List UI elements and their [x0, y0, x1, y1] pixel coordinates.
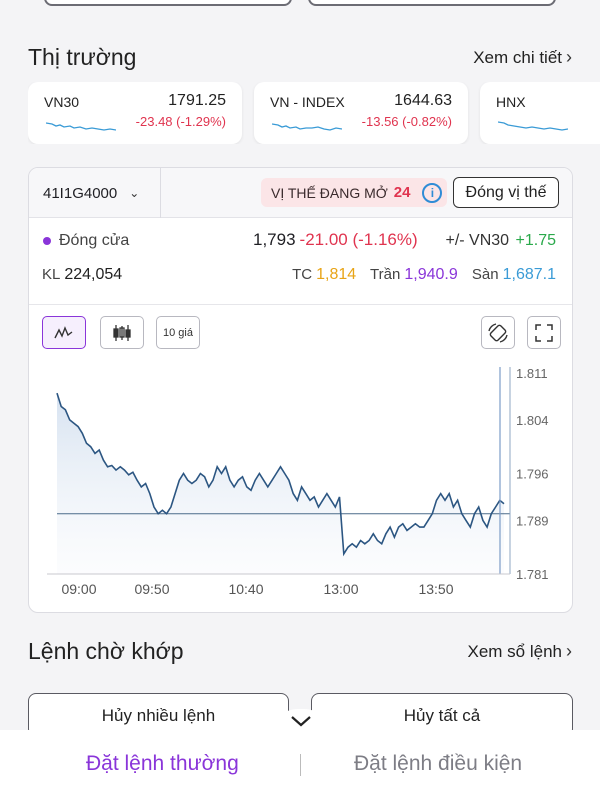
x-tick-label: 09:00 [61, 581, 96, 597]
x-tick-label: 09:50 [134, 581, 169, 597]
ref-label: TC [292, 266, 313, 283]
divider [29, 304, 572, 305]
fullscreen-icon[interactable] [527, 316, 561, 349]
cancel-many-button[interactable]: Hủy nhiều lệnh [28, 693, 289, 737]
order-book-link[interactable]: Xem sổ lệnh › [468, 641, 573, 662]
expand-icon [535, 323, 553, 342]
market-cards: VN30 1791.25 -23.48 (-1.29%) VN - INDEX … [28, 82, 600, 144]
y-tick-label: 1.804 [516, 413, 549, 428]
panel-header: 41I1G4000 ⌄ VỊ THẾ ĐANG MỞ 24 i Đóng vị … [29, 168, 572, 218]
ceiling-label: Trần [370, 266, 401, 283]
y-tick-label: 1.811 [516, 367, 548, 381]
contract-selector[interactable]: 41I1G4000 ⌄ [29, 168, 161, 218]
close-position-button[interactable]: Đóng vị thế [453, 177, 559, 208]
market-card-value: 1644.63 [394, 92, 452, 109]
price-limits: TC 1,814 Trần 1,940.9 Sàn 1,687.1 [292, 266, 556, 284]
ten-price-button[interactable]: 10 giá [156, 316, 200, 349]
market-card-name: VN30 [44, 94, 80, 110]
y-tick-label: 1.789 [516, 513, 549, 528]
quote-row: Đóng cửa 1,793 -21.00 (-1.16%) +/- VN30 +… [43, 230, 556, 256]
floor-price: 1,687.1 [502, 266, 556, 283]
pending-title: Lệnh chờ khớp [28, 638, 184, 664]
market-card-name: HNX [496, 94, 526, 110]
market-detail-label: Xem chi tiết [473, 47, 562, 67]
tab-divider [300, 754, 301, 776]
volume-label: KL [42, 266, 61, 283]
market-card-value: 1791.25 [168, 92, 226, 109]
top-action-buttons [44, 0, 556, 6]
close-label-text: Đóng cửa [59, 232, 130, 249]
market-card-change: -23.48 (-1.29%) [135, 114, 226, 129]
sparkline-icon [272, 123, 342, 131]
y-tick-label: 1.796 [516, 467, 549, 482]
rotate-screen-icon [488, 322, 508, 343]
info-icon[interactable]: i [422, 182, 443, 203]
market-header: Thị trường Xem chi tiết › [28, 44, 572, 71]
top-button-left[interactable] [44, 0, 292, 6]
sparkline-icon [46, 122, 116, 131]
chevron-down-icon: ⌄ [129, 186, 140, 200]
contract-code: 41I1G4000 [43, 184, 118, 202]
x-tick-label: 13:50 [418, 581, 453, 597]
ceiling-price: 1,940.9 [404, 266, 458, 283]
price-line [56, 392, 505, 557]
order-book-label: Xem sổ lệnh [467, 641, 563, 661]
chart-area-fill [57, 393, 504, 574]
market-card-vn30[interactable]: VN30 1791.25 -23.48 (-1.29%) [28, 82, 242, 144]
y-tick-label: 1.781 [516, 567, 549, 582]
top-button-right[interactable] [308, 0, 556, 6]
open-position-count: 24 [393, 184, 411, 201]
basis-label: +/- VN30 [445, 232, 510, 249]
market-card-change: -13.56 (-0.82%) [361, 114, 452, 129]
x-tick-label: 13:00 [323, 581, 358, 597]
order-tab-bar: Đặt lệnh thường Đặt lệnh điều kiện [0, 730, 600, 800]
market-card-vnindex[interactable]: VN - INDEX 1644.63 -13.56 (-0.82%) [254, 82, 468, 144]
basis-value: +/- VN30 +1.75 [445, 232, 556, 250]
floor-label: Sàn [471, 266, 499, 283]
market-title: Thị trường [28, 44, 137, 70]
dot-icon [43, 237, 51, 245]
stats-row: KL 224,054 TC 1,814 Trần 1,940.9 Sàn 1,687.1 [42, 264, 556, 288]
candlestick-icon [113, 324, 131, 341]
line-chart-icon [54, 325, 73, 338]
market-card-name: VN - INDEX [270, 94, 345, 110]
tab-conditional-order[interactable]: Đặt lệnh điều kiện [354, 752, 523, 775]
open-position-badge: VỊ THẾ ĐANG MỞ 24 i [261, 178, 447, 207]
last-price: 1,793 -21.00 (-1.16%) [253, 230, 418, 250]
candlestick-button[interactable] [100, 316, 144, 349]
rotate-icon[interactable] [481, 316, 515, 349]
price-change: -21.00 (-1.16%) [299, 230, 418, 249]
basis-number: +1.75 [515, 232, 556, 249]
chevron-down-icon [291, 716, 311, 727]
sparkline-icon [498, 121, 568, 131]
price-value: 1,793 [253, 230, 296, 249]
ref-price: 1,814 [316, 266, 357, 283]
market-detail-link[interactable]: Xem chi tiết › [473, 47, 572, 68]
volume-value: 224,054 [64, 266, 123, 283]
collapse-handle[interactable] [270, 709, 332, 743]
price-chart[interactable]: 1.811 1.804 1.796 1.789 1.781 09:00 09:50 10:40… [29, 367, 573, 612]
market-card-hnx[interactable]: HNX [480, 82, 600, 144]
derivative-panel: 41I1G4000 ⌄ VỊ THẾ ĐANG MỞ 24 i Đóng vị … [28, 167, 573, 613]
chevron-right-icon: › [566, 641, 572, 661]
tab-normal-order[interactable]: Đặt lệnh thường [86, 752, 239, 775]
open-position-label: VỊ THẾ ĐANG MỞ [271, 184, 388, 201]
cancel-all-button[interactable]: Hủy tất cả [311, 693, 573, 737]
close-label: Đóng cửa [43, 232, 129, 250]
x-tick-label: 10:40 [228, 581, 263, 597]
chevron-right-icon: › [566, 47, 572, 67]
line-chart-button[interactable] [42, 316, 86, 349]
pending-header: Lệnh chờ khớp Xem sổ lệnh › [28, 638, 572, 665]
volume: KL 224,054 [42, 266, 122, 284]
